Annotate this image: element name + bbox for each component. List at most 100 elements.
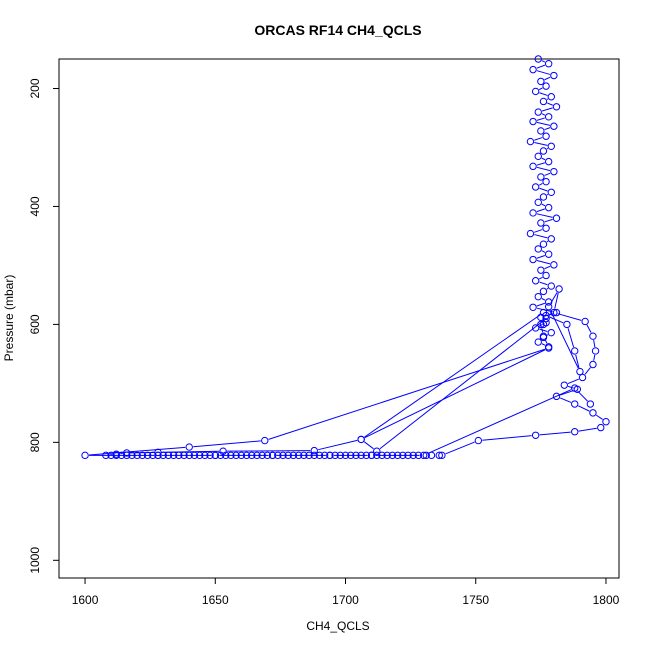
data-point (154, 448, 162, 457)
data-point (320, 451, 329, 460)
data-point (542, 224, 550, 232)
series-line-segment (482, 435, 532, 441)
series-line-segment (567, 385, 574, 389)
series-line-segment (541, 203, 546, 207)
data-point (534, 245, 542, 253)
x-tick-label: 1700 (332, 593, 359, 607)
data-point (544, 344, 553, 352)
data-point (284, 451, 292, 460)
x-tick-label: 1650 (202, 593, 229, 607)
series-line-segment (559, 397, 572, 403)
data-point (526, 229, 535, 238)
series-line-segment (567, 328, 575, 348)
series-line-segment (541, 343, 546, 346)
series-line-segment (544, 265, 551, 270)
data-point (537, 77, 545, 86)
x-tick-label: 1750 (462, 593, 489, 607)
data-point (529, 209, 537, 217)
series-line-segment (536, 213, 553, 218)
data-point (341, 451, 350, 460)
series-line-segment (538, 183, 543, 186)
data-point (294, 451, 303, 460)
series-line-segment (541, 250, 546, 253)
series-line-segment (538, 87, 543, 91)
data-point (555, 285, 563, 293)
series-line-segment (560, 390, 574, 396)
data-point (539, 97, 548, 106)
data-point (534, 55, 542, 63)
series-line-segment (584, 367, 591, 375)
data-point (529, 65, 537, 74)
series-line-segment (427, 389, 572, 455)
data-point (347, 451, 355, 460)
series-line-segment (536, 162, 545, 166)
data-point (263, 451, 272, 460)
data-point (542, 314, 550, 323)
data-point (175, 451, 183, 460)
series-line-segment (546, 98, 549, 100)
data-point (552, 103, 561, 111)
series-line-segment (546, 193, 549, 196)
series-line-segment (541, 107, 553, 112)
series-line-segment (567, 378, 580, 385)
series-line-segment (549, 310, 579, 369)
series-line-segment (546, 287, 549, 290)
data-point (300, 451, 308, 460)
series-line-segment (536, 302, 546, 307)
data-point (388, 451, 397, 460)
series-line-segment (536, 255, 546, 259)
data-point (123, 451, 131, 460)
data-point (542, 271, 550, 280)
data-point (326, 451, 334, 460)
data-point (180, 451, 188, 460)
data-point (261, 436, 269, 445)
series-line-segment (539, 92, 548, 96)
data-point (352, 451, 360, 460)
series-line-segment (554, 292, 559, 309)
data-point (211, 451, 219, 460)
data-point (526, 137, 535, 146)
data-point (534, 152, 542, 161)
data-point (539, 193, 548, 201)
data-point (331, 451, 339, 460)
y-axis-label: Pressure (mbar) (2, 275, 16, 362)
x-tick-label: 1800 (593, 593, 620, 607)
data-point (537, 219, 545, 227)
series-line-segment (539, 187, 548, 192)
y-tick-label: 800 (28, 432, 42, 452)
series-line-segment (536, 208, 546, 213)
data-point (539, 147, 548, 155)
data-point (539, 320, 548, 329)
data-point (552, 214, 561, 222)
series-line-segment (578, 405, 590, 412)
series-line-segment (227, 450, 311, 452)
data-point (539, 332, 548, 340)
data-point (102, 451, 110, 460)
data-point (201, 451, 209, 460)
series-line-segment (445, 441, 475, 455)
data-point (373, 451, 381, 460)
data-point (367, 451, 376, 460)
data-point (310, 451, 318, 460)
data-point (242, 451, 251, 460)
data-point (589, 360, 597, 369)
data-point (550, 122, 558, 130)
data-point (544, 60, 553, 68)
data-point (576, 367, 584, 376)
data-point (529, 255, 537, 264)
series-line-segment (546, 147, 549, 150)
series-line-segment (539, 281, 548, 286)
data-point (227, 451, 235, 460)
data-point (206, 451, 214, 460)
y-tick-label: 600 (28, 314, 42, 334)
series-line-segment (544, 172, 551, 176)
data-point (107, 451, 115, 460)
x-tick-label: 1600 (72, 593, 99, 607)
data-point (305, 451, 313, 460)
series-line-segment (539, 431, 571, 436)
data-point (399, 451, 407, 460)
data-point (164, 451, 173, 460)
data-point (435, 451, 443, 460)
series-line-segment (541, 157, 546, 161)
data-point (539, 287, 548, 296)
